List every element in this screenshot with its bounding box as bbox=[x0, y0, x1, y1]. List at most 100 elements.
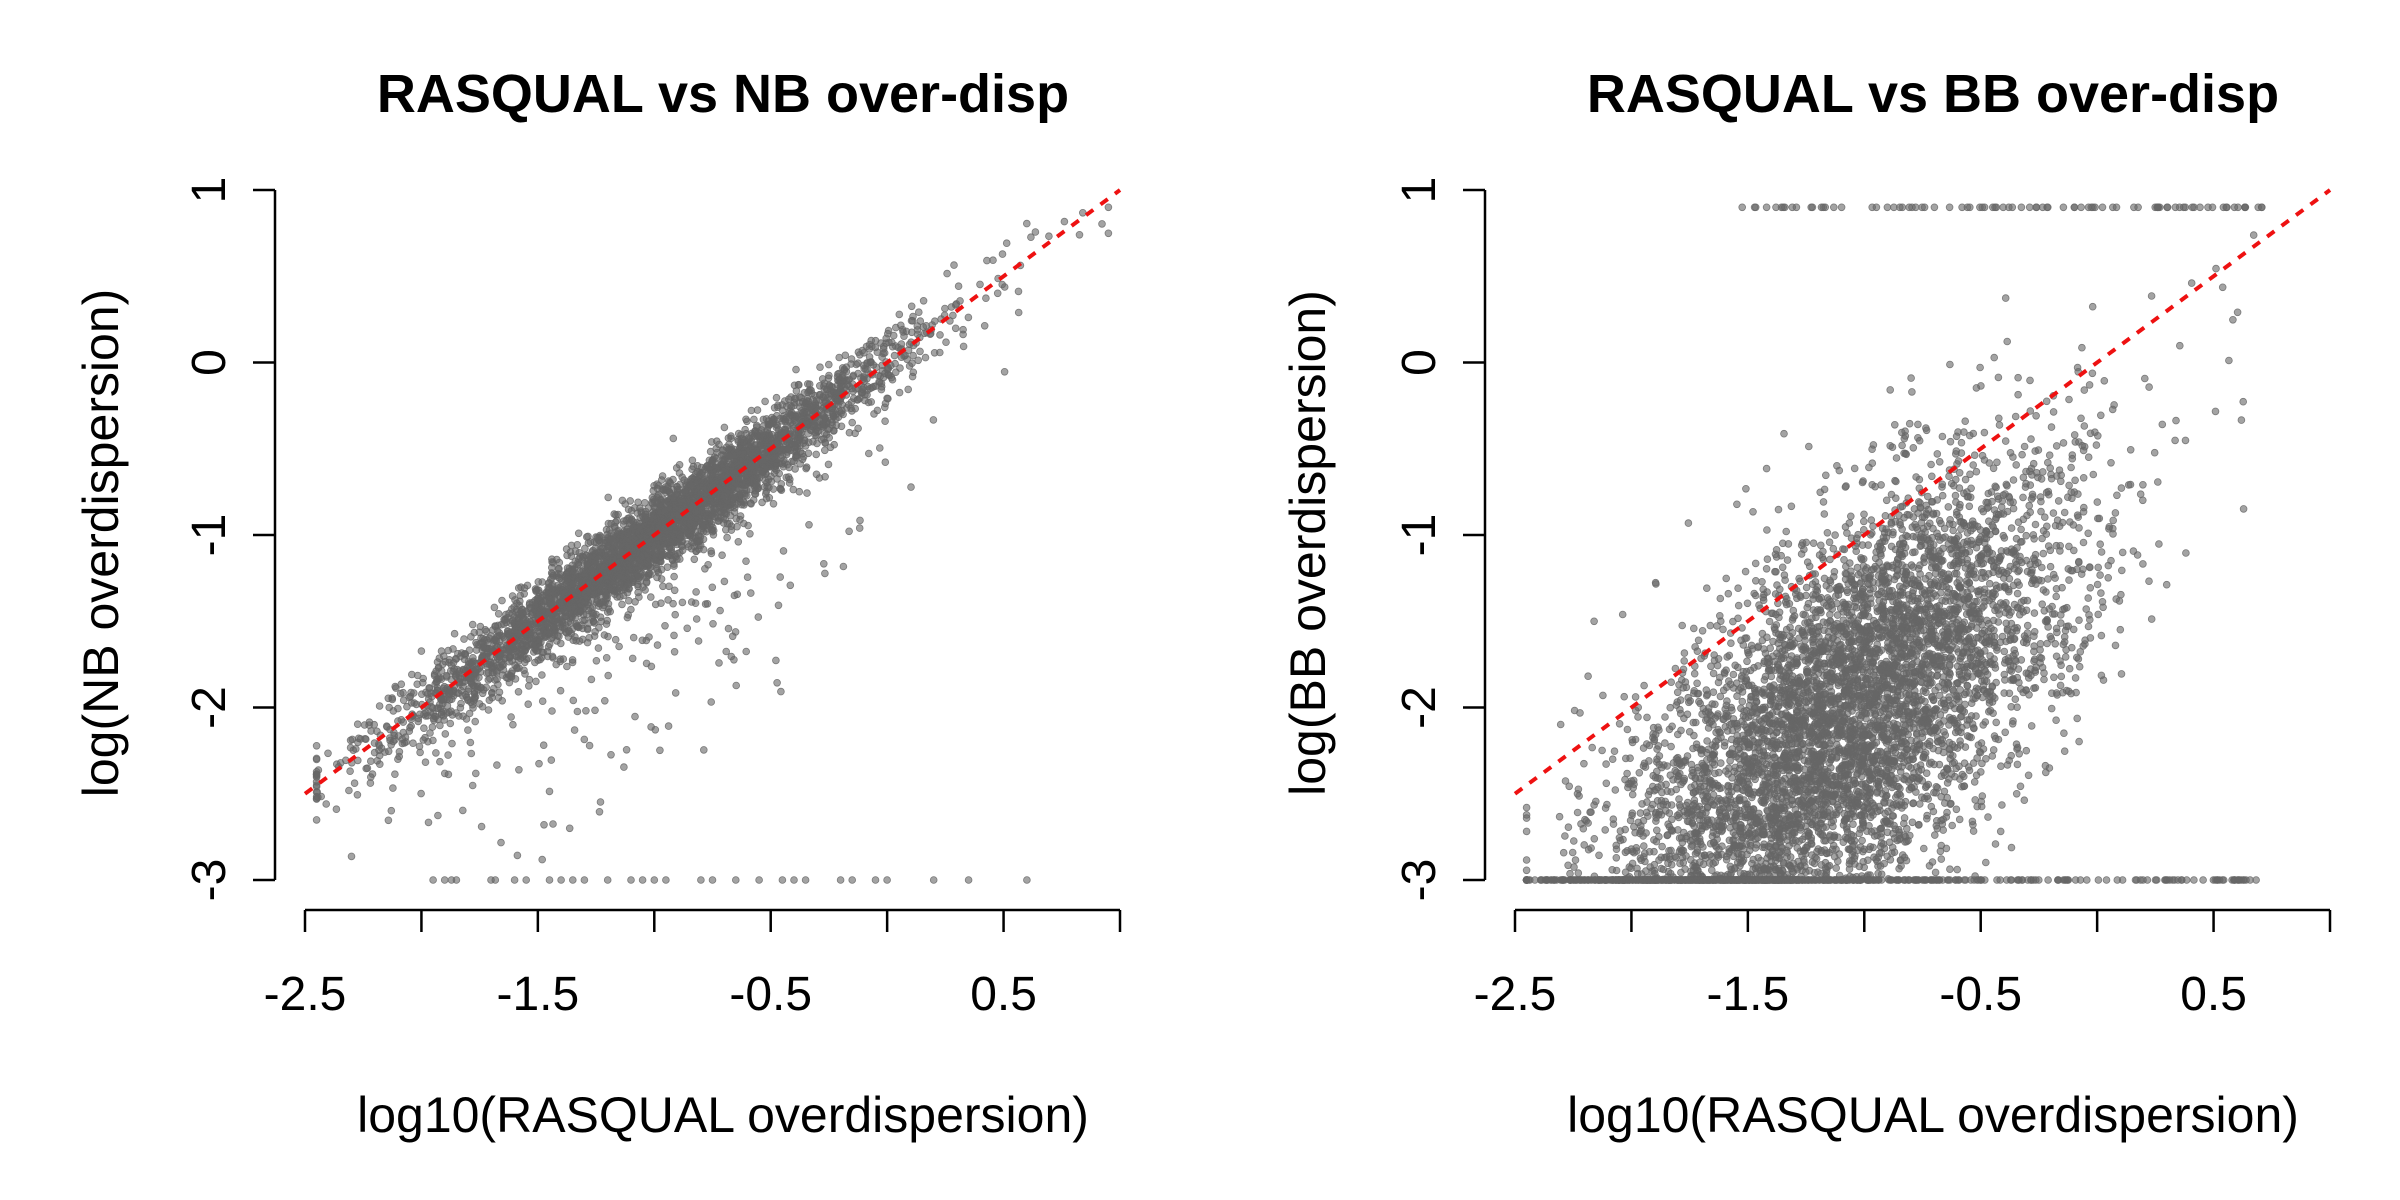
data-point bbox=[854, 369, 862, 378]
data-point bbox=[512, 629, 521, 638]
data-point bbox=[959, 342, 968, 351]
data-point bbox=[648, 511, 656, 520]
data-point bbox=[619, 558, 628, 567]
data-point bbox=[821, 569, 829, 578]
data-point bbox=[769, 485, 778, 493]
data-point bbox=[819, 423, 828, 431]
data-point bbox=[471, 769, 480, 778]
data-point bbox=[763, 482, 771, 491]
data-point bbox=[734, 437, 742, 446]
data-point bbox=[868, 383, 876, 392]
data-point bbox=[1924, 780, 1933, 789]
data-point bbox=[839, 562, 848, 571]
data-point bbox=[1023, 876, 1031, 884]
data-point bbox=[459, 712, 467, 720]
data-point bbox=[477, 822, 486, 831]
data-point bbox=[585, 741, 594, 750]
data-point bbox=[464, 726, 472, 734]
data-point bbox=[661, 621, 669, 630]
data-point bbox=[692, 615, 701, 623]
data-point bbox=[468, 781, 477, 790]
data-point bbox=[481, 644, 490, 653]
data-point bbox=[740, 481, 749, 490]
x-axis-label: log10(RASQUAL overdispersion) bbox=[357, 1087, 1089, 1143]
data-point bbox=[747, 406, 756, 415]
data-point bbox=[377, 744, 386, 752]
data-point bbox=[634, 565, 642, 574]
data-point bbox=[444, 688, 453, 697]
data-point bbox=[444, 646, 453, 655]
data-point bbox=[581, 544, 589, 553]
data-point bbox=[816, 363, 824, 372]
data-point bbox=[574, 529, 583, 538]
data-point bbox=[919, 323, 928, 331]
data-point bbox=[567, 552, 576, 560]
chart-title: RASQUAL vs BB over-disp bbox=[1587, 64, 2279, 124]
data-point bbox=[538, 855, 546, 864]
data-point bbox=[716, 606, 724, 615]
data-point bbox=[635, 593, 643, 601]
data-point bbox=[774, 601, 783, 610]
x-tick-label: -1.5 bbox=[496, 968, 579, 1021]
data-point bbox=[650, 556, 659, 564]
data-point bbox=[615, 578, 623, 586]
data-point bbox=[516, 591, 525, 600]
data-point bbox=[993, 289, 1002, 298]
data-point bbox=[895, 310, 904, 319]
data-point bbox=[655, 506, 663, 515]
data-point bbox=[587, 675, 596, 684]
data-point bbox=[746, 589, 755, 597]
data-point bbox=[678, 598, 687, 607]
data-point bbox=[670, 572, 678, 581]
data-point bbox=[2060, 747, 2069, 755]
data-point bbox=[488, 668, 497, 677]
data-point bbox=[954, 282, 963, 291]
data-point bbox=[604, 534, 613, 543]
data-point bbox=[591, 544, 600, 553]
data-point bbox=[2155, 540, 2163, 548]
data-point bbox=[457, 649, 466, 657]
data-point bbox=[851, 404, 859, 413]
data-point bbox=[1826, 555, 1834, 564]
data-point bbox=[611, 635, 620, 644]
data-point bbox=[791, 394, 800, 403]
data-point bbox=[699, 746, 708, 754]
data-point bbox=[465, 646, 474, 654]
y-tick-label: -3 bbox=[183, 859, 236, 902]
data-point bbox=[395, 747, 404, 756]
data-point bbox=[598, 603, 607, 612]
data-point bbox=[760, 449, 768, 458]
y-tick-label: 0 bbox=[183, 349, 236, 376]
chart-title: RASQUAL vs NB over-disp bbox=[377, 64, 1069, 124]
data-point bbox=[1955, 815, 1964, 824]
data-point bbox=[788, 457, 796, 466]
data-point bbox=[812, 470, 821, 479]
data-point bbox=[585, 633, 593, 642]
data-point bbox=[703, 599, 712, 608]
data-point bbox=[595, 807, 604, 816]
data-point bbox=[730, 503, 739, 512]
data-point bbox=[375, 751, 384, 760]
data-point bbox=[848, 418, 856, 427]
data-point bbox=[658, 472, 667, 480]
data-point bbox=[584, 532, 592, 541]
data-point bbox=[613, 529, 622, 538]
data-point bbox=[428, 704, 437, 712]
data-point bbox=[1075, 231, 1084, 239]
data-point bbox=[643, 535, 652, 544]
data-point bbox=[936, 331, 944, 339]
data-point bbox=[811, 431, 819, 440]
data-point bbox=[345, 786, 353, 795]
data-point bbox=[688, 456, 697, 465]
data-point bbox=[664, 596, 672, 604]
data-point bbox=[891, 359, 899, 368]
data-point bbox=[2117, 590, 2125, 599]
data-point bbox=[514, 687, 523, 696]
data-point bbox=[819, 559, 828, 568]
data-point bbox=[856, 516, 864, 525]
data-point bbox=[980, 321, 989, 330]
data-point bbox=[650, 497, 659, 506]
data-point bbox=[1098, 220, 1106, 228]
data-point bbox=[403, 702, 411, 711]
data-point bbox=[720, 577, 729, 586]
